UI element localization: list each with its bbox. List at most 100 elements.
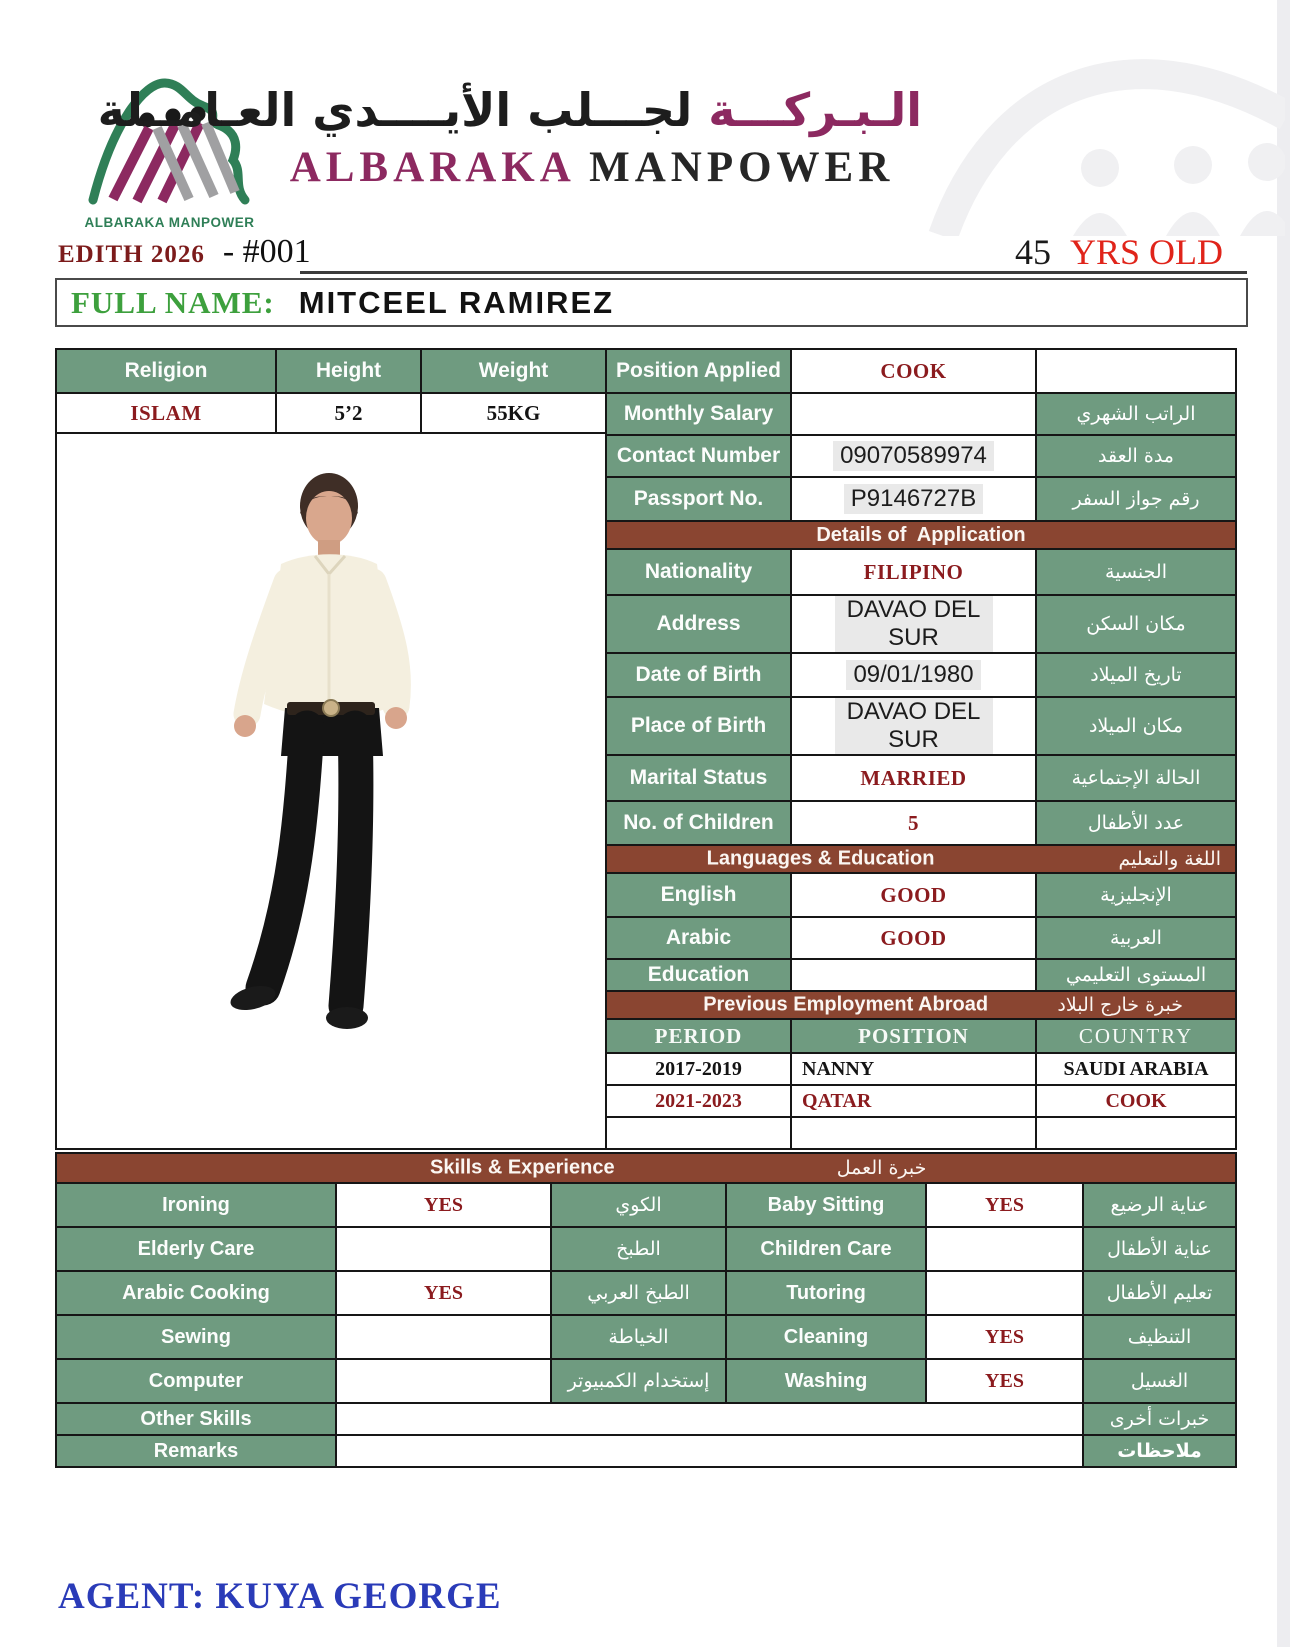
full-name-value: MITCEEL RAMIREZ [298,284,615,320]
passport-no-value: P9146727B [843,484,984,514]
remarks-arabic: ملاحظات [1084,1436,1235,1466]
education-value [792,960,1035,990]
ironing-arabic: الكوي [552,1184,725,1226]
application-table: Position Applied COOK Monthly Salary الر… [605,348,1237,1150]
reference-number: - #001 [222,233,311,270]
divider-line [300,271,1247,274]
languages-section-title: Languages & Education [706,847,935,870]
applicant-photo [55,434,607,1150]
contact-number-label: Contact Number [607,436,790,476]
table-row: Address DAVAO DEL SUR مكان السكن [607,596,1235,652]
page-edge-strip [1277,0,1290,1647]
education-arabic: المستوى التعليمي [1037,960,1235,990]
height-header: Height [277,350,420,392]
nationality-arabic: الجنسية [1037,550,1235,594]
remarks-label: Remarks [57,1436,335,1466]
position-applied-label: Position Applied [607,350,790,392]
place-of-birth-label: Place of Birth [607,698,790,754]
english-arabic: الإنجليزية [1037,874,1235,916]
details-section-bar: Details of Application [607,522,1235,548]
employment-section-bar: Previous Employment Abroad خبرة خارج الب… [607,992,1235,1018]
english-value: GOOD [792,874,1035,916]
details-section-title: Details of Application [816,523,1026,546]
skills-section-title: Skills & Experience [430,1156,615,1179]
company-title-latin: ALBARAKA MANPOWER [262,143,922,192]
skills-row: Arabic Cooking YES الطبخ العربي Tutoring… [57,1272,1235,1314]
company-title-block: الـبـركـــة لجـــلب الأيــــدي العـامــل… [98,83,922,192]
albaraka-logo: ALBARAKA MANPOWER [82,68,257,230]
country-header: COUNTRY [1037,1020,1235,1052]
employment-period [607,1118,790,1148]
skills-section-bar: Skills & Experience خبرة العمل [57,1154,1235,1182]
employment-country [1037,1118,1235,1148]
sewing-arabic: الخياطة [552,1316,725,1358]
skills-row: Computer إستخدام الكمبيوتر Washing YES ا… [57,1360,1235,1402]
company-title-arabic: الـبـركـــة لجـــلب الأيــــدي العـامــل… [98,83,922,137]
passport-no-label: Passport No. [607,478,790,520]
table-row: Date of Birth 09/01/1980 تاريخ الميلاد [607,654,1235,696]
table-row: Arabic GOOD العربية [607,918,1235,958]
education-label: Education [607,960,790,990]
other-skills-arabic: خبرات أخرى [1084,1404,1235,1434]
children-care-arabic: عناية الأطفال [1084,1228,1235,1270]
tutoring-arabic: تعليم الأطفال [1084,1272,1235,1314]
baby-sitting-label: Baby Sitting [727,1184,925,1226]
other-skills-value [337,1404,1082,1434]
arabic-value: GOOD [792,918,1035,958]
weight-value: 55KG [422,394,605,432]
position-applied-arabic [1037,350,1235,392]
arabic-cooking-arabic: الطبخ العربي [552,1272,725,1314]
height-value: 5’2 [277,394,420,432]
religion-value: ISLAM [57,394,275,432]
employment-row [607,1118,1235,1148]
marital-status-arabic: الحالة الإجتماعية [1037,756,1235,800]
children-arabic: عدد الأطفال [1037,802,1235,844]
nationality-label: Nationality [607,550,790,594]
table-row: Marital Status MARRIED الحالة الإجتماعية [607,756,1235,800]
skills-row: Elderly Care الطبخ Children Care عناية ا… [57,1228,1235,1270]
employment-period: 2021-2023 [607,1086,790,1116]
english-label: English [607,874,790,916]
contact-number-arabic: مدة العقد [1037,436,1235,476]
elderly-care-label: Elderly Care [57,1228,335,1270]
table-row: Place of Birth DAVAO DEL SUR مكان الميلا… [607,698,1235,754]
cleaning-arabic: التنظيف [1084,1316,1235,1358]
religion-header: Religion [57,350,275,392]
monthly-salary-arabic: الراتب الشهري [1037,394,1235,434]
tutoring-label: Tutoring [727,1272,925,1314]
computer-arabic: إستخدام الكمبيوتر [552,1360,725,1402]
table-row: Passport No. P9146727B رقم جواز السفر [607,478,1235,520]
remarks-value [337,1436,1082,1466]
computer-label: Computer [57,1360,335,1402]
washing-label: Washing [727,1360,925,1402]
washing-value: YES [927,1360,1082,1402]
edition-label: EDITH 2026 [58,241,205,268]
employment-header-row: PERIOD POSITION COUNTRY [607,1020,1235,1052]
position-header: POSITION [792,1020,1035,1052]
computer-value [337,1360,550,1402]
applicant-photo-figure [230,473,411,1029]
cleaning-label: Cleaning [727,1316,925,1358]
logo-caption: ALBARAKA MANPOWER [84,215,255,230]
remarks-row: Remarks ملاحظات [57,1436,1235,1466]
albaraka-logo-icon [88,78,249,205]
contact-number-value: 09070589974 [833,441,994,471]
baby-sitting-arabic: عناية الرضيع [1084,1184,1235,1226]
skills-table: Skills & Experience خبرة العمل Ironing Y… [55,1152,1237,1468]
employment-position: QATAR [792,1086,1035,1116]
address-arabic: مكان السكن [1037,596,1235,652]
tutoring-value [927,1272,1082,1314]
address-value: DAVAO DEL SUR [834,596,993,652]
employment-row: 2021-2023 QATAR COOK [607,1086,1235,1116]
table-row: Contact Number 09070589974 مدة العقد [607,436,1235,476]
weight-header: Weight [422,350,605,392]
sewing-label: Sewing [57,1316,335,1358]
sewing-value [337,1316,550,1358]
date-of-birth-arabic: تاريخ الميلاد [1037,654,1235,696]
table-row: No. of Children 5 عدد الأطفال [607,802,1235,844]
children-care-label: Children Care [727,1228,925,1270]
age-suffix: YRS OLD [1069,232,1223,272]
table-row: Monthly Salary الراتب الشهري [607,394,1235,434]
summary-header-row: Religion Height Weight [57,350,605,392]
arabic-title-accent: الـبـركـــة [708,83,922,137]
